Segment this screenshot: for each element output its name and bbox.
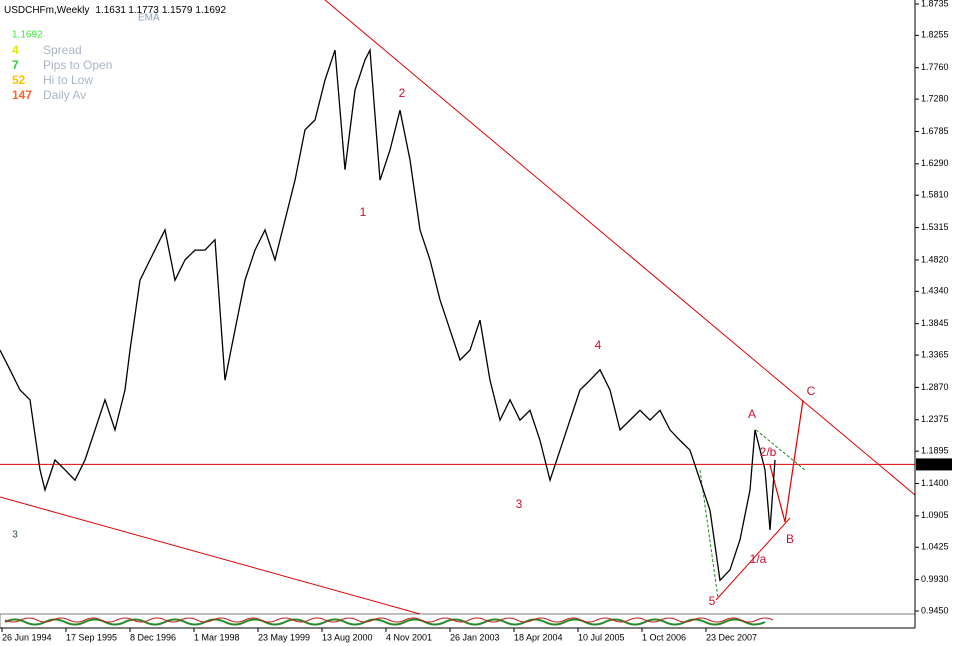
y-tick-label: 0.9930 xyxy=(921,574,949,584)
wave-label: 2 xyxy=(399,86,406,100)
y-tick-label: 1.2375 xyxy=(921,414,949,424)
x-tick-label: 23 Dec 2007 xyxy=(706,632,757,642)
price-label: 1.1692 xyxy=(919,459,947,469)
price-series xyxy=(0,47,776,582)
y-tick-label: 0.9450 xyxy=(921,605,949,615)
y-tick-label: 1.7280 xyxy=(921,93,949,103)
info-label: Spread xyxy=(43,43,82,57)
wave-label: B xyxy=(786,532,794,546)
wave-label: 2/b xyxy=(760,445,777,459)
x-tick-label: 1 Mar 1998 xyxy=(194,632,240,642)
y-tick-label: 1.2870 xyxy=(921,382,949,392)
wave-label: 5 xyxy=(709,594,716,608)
x-tick-label: 10 Jul 2005 xyxy=(578,632,625,642)
channel-line xyxy=(755,429,806,471)
indicator-decoration xyxy=(4,617,774,623)
ohlc: 1.1692 xyxy=(195,5,226,16)
info-label: Daily Av xyxy=(43,88,86,102)
y-tick-label: 1.4340 xyxy=(921,286,949,296)
ohlc: 1.1631 xyxy=(95,5,126,16)
indicator-decoration xyxy=(4,618,766,626)
trend-line xyxy=(715,517,791,601)
current-price: 1.1692 xyxy=(12,30,43,41)
y-tick-label: 1.6785 xyxy=(921,126,949,136)
x-tick-label: 26 Jun 1994 xyxy=(2,632,52,642)
wave-label: 3 xyxy=(516,497,523,511)
info-value: 7 xyxy=(12,58,19,72)
x-tick-label: 26 Jan 2003 xyxy=(450,632,500,642)
price-label-box xyxy=(916,458,952,471)
info-label: Hi to Low xyxy=(43,73,93,87)
info-panel: 4 Spread 7 Pips to Open 52 Hi to Low 147 Daily … xyxy=(12,43,112,102)
y-tick-label: 1.3365 xyxy=(921,349,949,359)
symbol: USDCHFm,Weekly xyxy=(4,5,89,16)
indicator-panel xyxy=(0,613,916,629)
y-tick-label: 1.6290 xyxy=(921,158,949,168)
ohlc: 1.1773 xyxy=(128,5,159,16)
wave-label: 1/a xyxy=(750,552,767,566)
x-tick-label: 23 May 1999 xyxy=(258,632,310,642)
info-value: 147 xyxy=(12,88,32,102)
projection xyxy=(769,399,804,523)
y-tick-label: 1.4820 xyxy=(921,254,949,264)
wave-label: 1 xyxy=(360,205,367,219)
y-tick-label: 1.8255 xyxy=(921,30,949,40)
x-tick-label: 1 Oct 2006 xyxy=(642,632,686,642)
y-tick-label: 1.0425 xyxy=(921,542,949,552)
wave-label: C xyxy=(807,384,816,398)
info-value: 52 xyxy=(12,73,26,87)
y-tick-label: 1.1400 xyxy=(921,478,949,488)
x-tick-label: 4 Nov 2001 xyxy=(386,632,432,642)
trend-line xyxy=(0,496,421,615)
wave-label: A xyxy=(748,407,756,421)
x-tick-label: 17 Sep 1995 xyxy=(66,632,117,642)
x-tick-label: 8 Dec 1996 xyxy=(130,632,176,642)
y-tick-label: 1.5315 xyxy=(921,222,949,232)
channel-line xyxy=(699,469,719,599)
x-tick-label: 13 Aug 2000 xyxy=(322,632,373,642)
y-tick-label: 1.1895 xyxy=(921,446,949,456)
y-tick-label: 1.0905 xyxy=(921,510,949,520)
x-tick-label: 18 Apr 2004 xyxy=(514,632,563,642)
wave-label: 3 xyxy=(12,530,18,541)
wave-label: 4 xyxy=(595,338,602,352)
info-value: 4 xyxy=(12,43,19,57)
y-tick-label: 1.8735 xyxy=(921,0,949,8)
trend-line xyxy=(324,0,916,496)
y-tick-label: 1.5810 xyxy=(921,190,949,200)
indicator-name: EMA xyxy=(138,13,160,24)
y-tick-label: 1.3845 xyxy=(921,318,949,328)
ohlc: 1.1579 xyxy=(162,5,193,16)
price-line-series xyxy=(0,47,776,582)
y-tick-label: 1.7760 xyxy=(921,62,949,72)
info-label: Pips to Open xyxy=(43,58,112,72)
chart-header: USDCHFm,Weekly 1.1631 1.1773 1.1579 1.1692 xyxy=(4,5,226,16)
